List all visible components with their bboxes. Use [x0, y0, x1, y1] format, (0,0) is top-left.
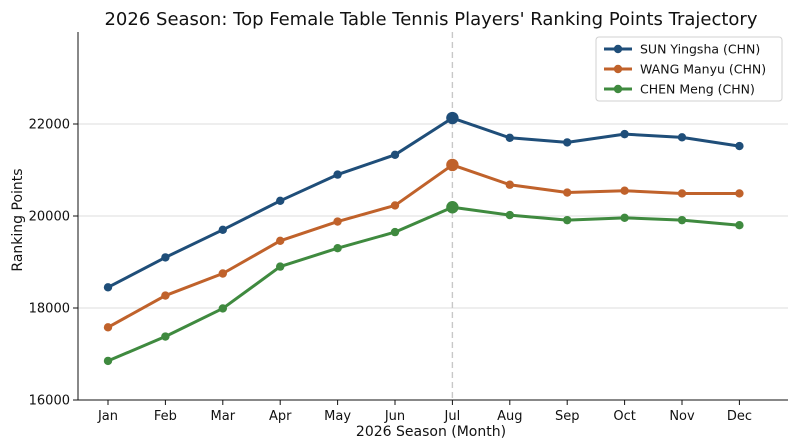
- data-point: [161, 332, 170, 341]
- legend-item: SUN Yingsha (CHN): [604, 42, 760, 57]
- x-tick-label: Sep: [555, 409, 580, 424]
- y-tick-label: 18000: [29, 302, 70, 317]
- x-tick-label: Jun: [384, 409, 405, 424]
- data-point: [276, 262, 285, 271]
- series-line: [106, 116, 741, 289]
- data-point: [620, 213, 629, 223]
- data-point: [276, 196, 285, 206]
- series-line: [106, 163, 741, 329]
- data-point: [505, 133, 514, 142]
- data-point: [333, 244, 342, 253]
- y-axis-ticks: 16000 18000 20000 22000: [29, 118, 78, 409]
- data-point: [390, 227, 400, 237]
- y-tick-label: 16000: [29, 394, 70, 409]
- legend-swatch-marker: [613, 84, 623, 94]
- data-point: [677, 133, 687, 142]
- legend-box: [595, 36, 783, 102]
- x-tick-label: Dec: [727, 409, 752, 424]
- data-point: [505, 210, 514, 220]
- x-tick-label: Feb: [154, 409, 177, 424]
- data-point: [161, 291, 170, 300]
- data-point: [161, 253, 170, 262]
- data-point: [390, 201, 400, 210]
- x-axis-ticks: Jan Feb Mar Apr May Jun Jul Aug Sep Oct Nov Dec: [97, 400, 752, 424]
- data-point: [103, 283, 113, 292]
- data-point: [563, 138, 572, 147]
- y-axis-label: Ranking Points: [10, 168, 26, 271]
- data-point: [677, 189, 687, 198]
- data-point: [390, 150, 400, 160]
- data-point: [446, 201, 459, 214]
- x-tick-label: Nov: [669, 409, 695, 424]
- x-tick-label: Mar: [211, 409, 236, 424]
- data-point: [333, 217, 342, 226]
- y-tick-label: 20000: [29, 210, 70, 225]
- grid: [78, 123, 788, 401]
- data-point: [218, 269, 227, 278]
- series-1: [103, 111, 744, 292]
- data-point: [218, 304, 227, 313]
- x-axis-label: 2026 Season (Month): [356, 424, 506, 440]
- data-point: [735, 221, 744, 230]
- data-point: [103, 356, 113, 366]
- x-tick-label: Aug: [497, 409, 522, 424]
- legend-swatch-marker: [613, 64, 623, 74]
- data-point: [563, 188, 572, 197]
- legend-label: SUN Yingsha (CHN): [640, 42, 760, 57]
- legend-item: CHEN Meng (CHN): [604, 82, 755, 97]
- data-point: [505, 180, 514, 189]
- data-point: [677, 215, 687, 225]
- legend-item: WANG Manyu (CHN): [604, 62, 766, 77]
- chart-title: 2026 Season: Top Female Table Tennis Pla…: [104, 9, 757, 30]
- legend: SUN Yingsha (CHN) WANG Manyu (CHN) CHEN Me…: [595, 36, 783, 102]
- data-point: [735, 141, 744, 151]
- data-point: [276, 236, 285, 246]
- legend-label: WANG Manyu (CHN): [640, 62, 766, 77]
- x-tick-label: Jul: [444, 409, 461, 424]
- x-tick-label: Jan: [97, 409, 118, 424]
- legend-swatch-marker: [613, 44, 623, 54]
- x-tick-label: May: [324, 409, 351, 424]
- series-3: [103, 201, 744, 366]
- data-point: [620, 129, 629, 139]
- series-2: [103, 158, 744, 332]
- data-point: [103, 323, 113, 332]
- series-line: [106, 205, 741, 363]
- data-point: [333, 170, 342, 179]
- data-point: [620, 186, 629, 195]
- data-point: [218, 225, 227, 234]
- legend-label: CHEN Meng (CHN): [640, 82, 755, 97]
- data-point: [446, 158, 459, 172]
- x-tick-label: Oct: [613, 409, 635, 424]
- data-point: [563, 215, 572, 225]
- data-point: [735, 189, 744, 198]
- series-group: [103, 111, 744, 366]
- data-point: [446, 111, 459, 125]
- x-tick-label: Apr: [269, 409, 292, 424]
- y-tick-label: 22000: [29, 118, 70, 133]
